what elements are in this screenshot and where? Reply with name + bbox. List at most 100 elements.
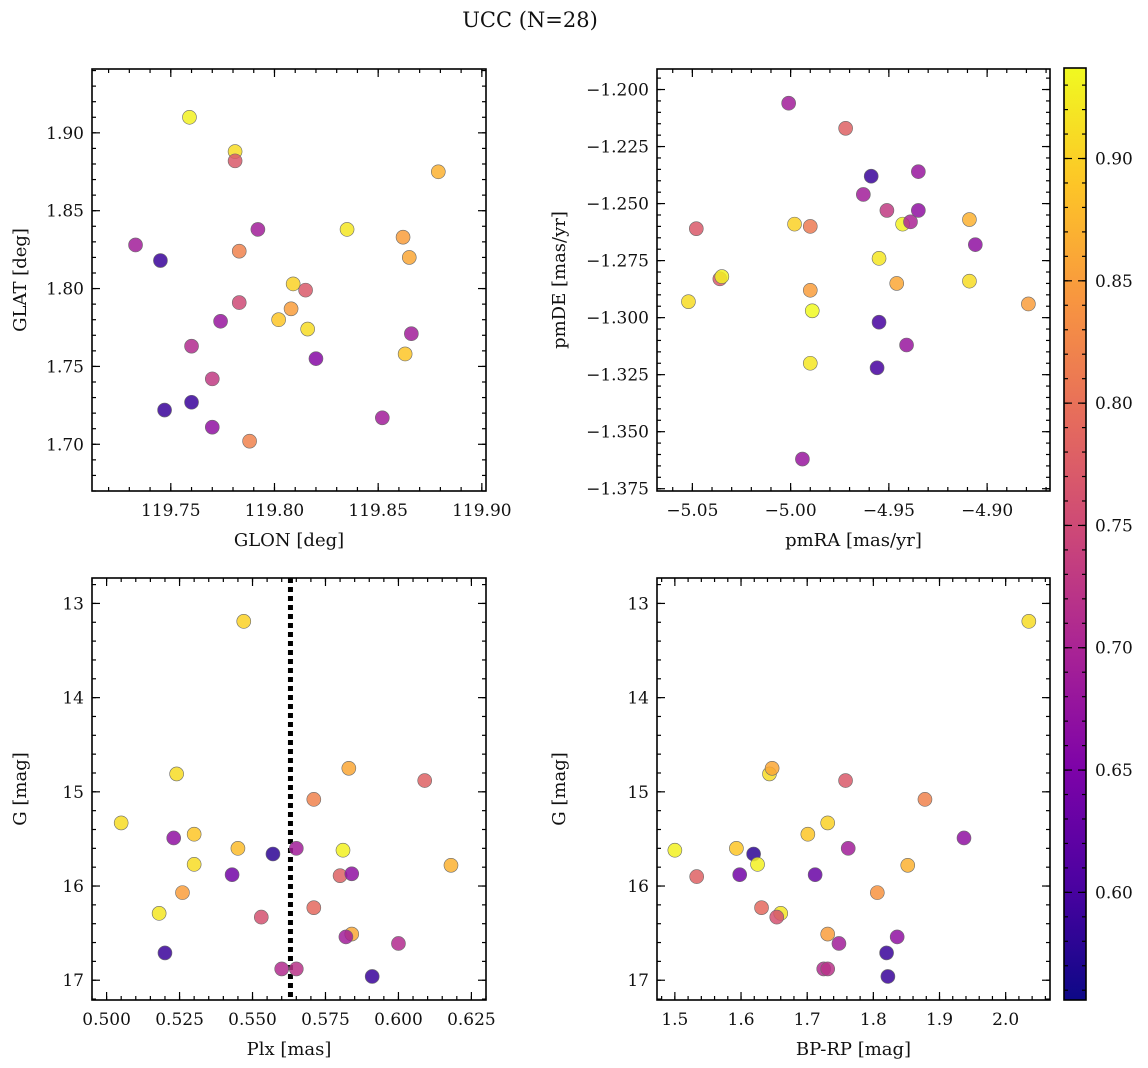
data-point	[213, 313, 228, 329]
data-point	[230, 841, 246, 856]
data-point	[871, 251, 887, 266]
x-tick-label: 119.75	[141, 501, 200, 521]
data-point	[899, 337, 914, 353]
data-point	[838, 773, 853, 788]
data-point	[917, 792, 933, 807]
x-axis-label: pmRA [mas/yr]	[785, 530, 922, 551]
data-point	[911, 203, 926, 218]
data-point	[667, 842, 683, 858]
y-tick-label: −1.225	[586, 138, 649, 158]
data-point	[804, 303, 820, 319]
data-point	[900, 857, 916, 873]
colorbar-gradient	[1064, 68, 1086, 1000]
data-point	[732, 867, 748, 883]
data-point	[769, 909, 785, 925]
data-point	[820, 815, 835, 831]
data-point	[298, 282, 313, 298]
colorbar-tick-label: 0.90	[1095, 150, 1133, 170]
data-point	[729, 841, 744, 856]
data-point	[689, 869, 704, 884]
colorbar-tick-label: 0.60	[1095, 883, 1133, 903]
subplot-1: 119.75 119.80 119.85 119.90 1.70 1.75 1.80 1.85…	[10, 68, 512, 551]
colorbar-tick-label: 0.85	[1095, 272, 1133, 292]
y-tick-label: 1.80	[46, 280, 84, 300]
x-tick-label: −5.00	[765, 501, 817, 521]
x-tick-label: −4.90	[961, 501, 1013, 521]
data-point	[956, 830, 972, 846]
y-axis-label: G [mag]	[10, 752, 31, 825]
axes-frame	[656, 577, 1051, 1001]
data-point	[227, 153, 243, 169]
data-point	[880, 969, 896, 984]
axes-frame	[91, 68, 487, 492]
data-point	[863, 168, 879, 184]
data-point	[1021, 614, 1037, 629]
x-tick-label: 0.625	[447, 1010, 496, 1030]
y-tick-label: 1.85	[46, 202, 84, 222]
data-point	[903, 214, 918, 230]
x-tick-label: 119.90	[452, 501, 511, 521]
data-point	[175, 885, 190, 900]
data-point	[253, 909, 269, 925]
data-point	[831, 936, 847, 951]
y-tick-label: −1.325	[586, 366, 649, 386]
data-point	[186, 857, 202, 872]
y-axis-label: GLAT [deg]	[10, 228, 31, 332]
colorbar-tick-label: 0.70	[1095, 639, 1133, 659]
data-point	[283, 301, 299, 317]
data-point	[764, 760, 780, 776]
y-axis-label: G [mag]	[549, 752, 570, 825]
data-point	[401, 250, 417, 265]
y-tick-label: 14	[62, 689, 84, 709]
x-tick-label: 119.80	[245, 501, 304, 521]
axes-frame	[656, 68, 1051, 492]
data-point	[962, 212, 977, 227]
y-tick-label: 17	[62, 971, 84, 991]
colorbar-tick-label: 0.65	[1095, 761, 1133, 781]
x-tick-label: −4.95	[863, 501, 915, 521]
data-point	[871, 314, 887, 330]
data-point	[375, 410, 390, 426]
data-point	[186, 826, 202, 842]
data-point	[838, 121, 853, 136]
data-point	[288, 961, 304, 977]
x-tick-label: 0.550	[228, 1010, 277, 1030]
data-point	[397, 346, 413, 362]
data-point	[781, 95, 796, 111]
data-point	[128, 237, 143, 253]
x-axis-label: GLON [deg]	[234, 530, 344, 551]
data-point	[800, 826, 816, 842]
data-point	[339, 222, 355, 237]
y-tick-label: 15	[62, 783, 84, 803]
data-point	[395, 229, 411, 245]
data-point	[308, 351, 324, 366]
data-point	[341, 760, 357, 776]
data-point	[169, 766, 184, 782]
colorbar-frame	[1063, 67, 1087, 1001]
data-point	[754, 900, 769, 915]
data-point	[681, 294, 696, 309]
x-axis-label: Plx [mas]	[247, 1039, 332, 1060]
y-tick-label: 16	[62, 877, 84, 897]
data-point	[869, 360, 885, 376]
x-tick-label: 1.9	[926, 1010, 953, 1030]
data-point	[840, 841, 856, 856]
y-tick-label: 1.90	[46, 124, 84, 144]
data-point	[300, 321, 315, 337]
data-point	[335, 842, 351, 858]
data-point	[285, 276, 301, 292]
subplot-3: 0.500 0.525 0.550 0.575 0.600 0.625 13 14 15 16 17…	[10, 577, 496, 1060]
data-point	[889, 276, 905, 291]
data-point	[224, 867, 240, 883]
data-point	[820, 926, 835, 942]
subplots: 119.75 119.80 119.85 119.90 1.70 1.75 1.80 1.85…	[10, 68, 1051, 1060]
data-point	[750, 857, 765, 872]
data-point	[265, 846, 281, 862]
x-tick-label: 2.0	[992, 1010, 1019, 1030]
data-point	[113, 815, 129, 831]
y-tick-label: −1.250	[586, 195, 649, 215]
data-point	[714, 269, 730, 284]
data-point	[431, 164, 446, 180]
data-point	[962, 273, 977, 289]
data-point	[166, 830, 182, 846]
